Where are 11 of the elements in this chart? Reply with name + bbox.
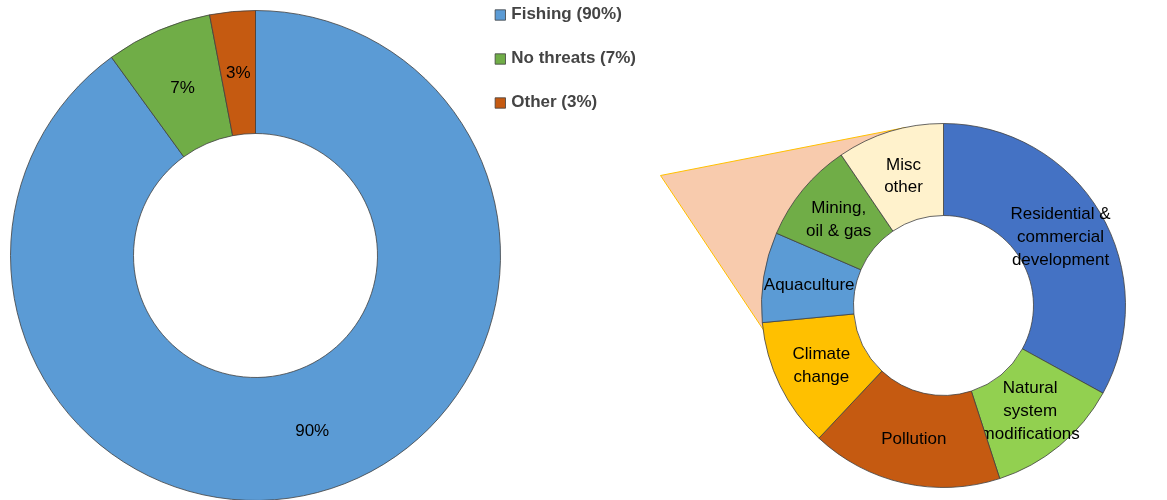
slice-label: Misc other <box>884 154 924 197</box>
legend-label: Fishing (90%) <box>511 4 622 24</box>
slice-label: Pollution <box>881 428 947 448</box>
slice-label: Climate change <box>792 344 851 387</box>
slice-label: Aquaculture <box>763 274 855 294</box>
data-label: 3% <box>225 63 251 83</box>
data-label: 7% <box>170 77 195 97</box>
slice-label: Mining, oil & gas <box>806 197 872 240</box>
data-label: 90% <box>295 420 330 440</box>
legend-label: Other (3%) <box>511 92 598 112</box>
legend-label: No threats (7%) <box>511 48 636 68</box>
